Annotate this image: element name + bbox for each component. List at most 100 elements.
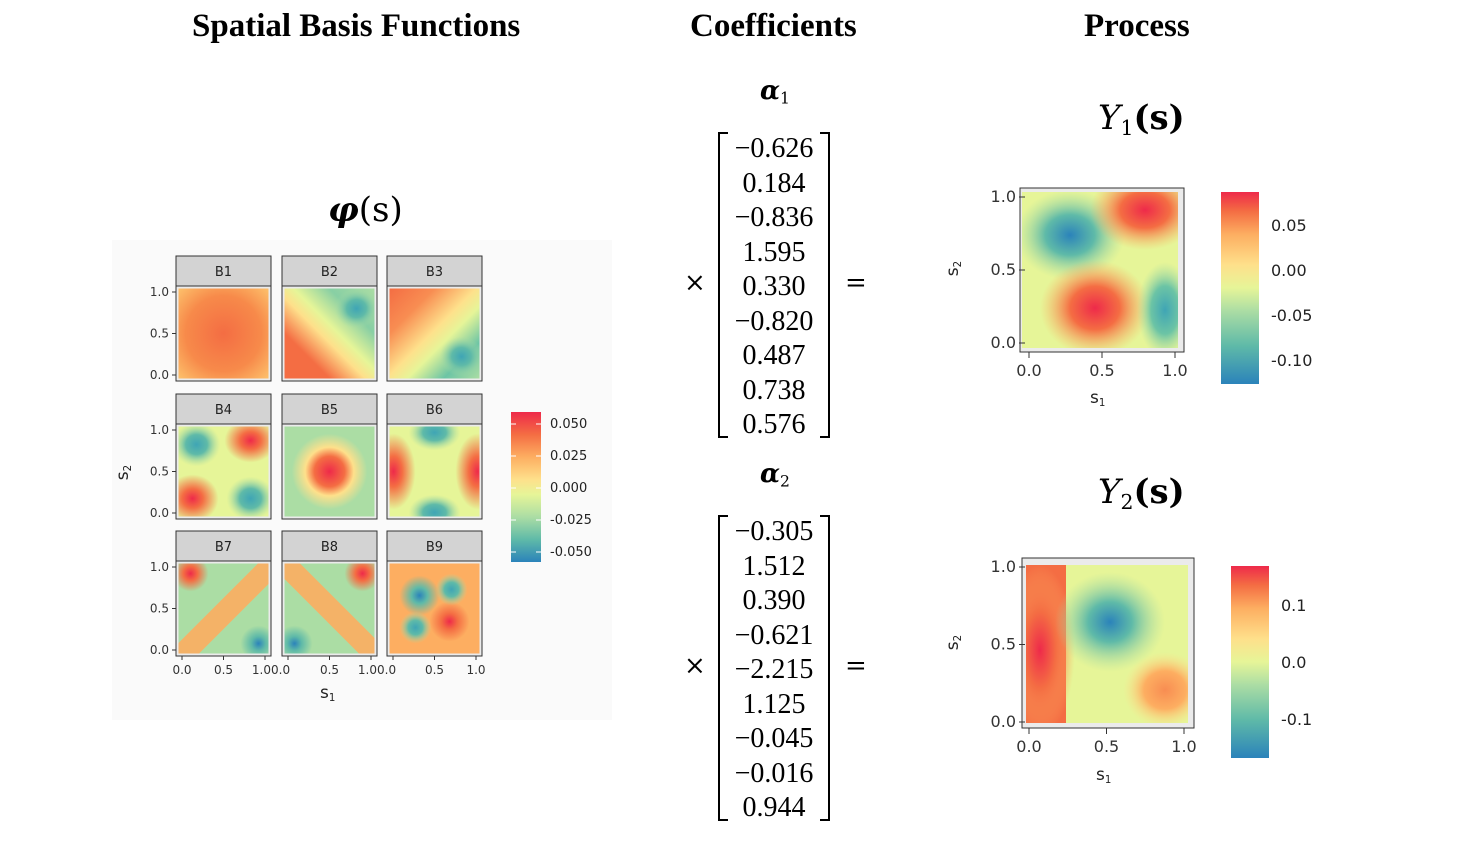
coefficient-value: 0.390 <box>742 585 806 616</box>
coefficient-value: 0.330 <box>742 271 806 302</box>
y-tick-label: 1.0 <box>150 423 169 437</box>
y2-ylabel: s2 <box>943 634 965 651</box>
x-tick-label: 0.0 <box>1016 361 1041 380</box>
facet-label: B3 <box>426 265 443 280</box>
legend-label: -0.1 <box>1281 710 1312 729</box>
x-tick-label: 0.5 <box>320 663 339 677</box>
basis-panel-b7: B7 <box>175 530 272 657</box>
basis-header: Spatial Basis Functions <box>192 8 521 44</box>
facet-surface <box>389 288 480 379</box>
coefficient-value: −0.305 <box>734 516 814 547</box>
x-tick-label: 1.00.0 <box>358 663 396 677</box>
y1-legend-bar <box>1221 192 1259 384</box>
facet-strip <box>386 393 483 425</box>
basis-xlabel: s1 <box>320 683 336 705</box>
basis-panel-b3: B3 <box>386 255 483 382</box>
facet-label: B7 <box>215 540 232 555</box>
basis-legend-bar <box>511 412 541 562</box>
y2-xlabel: s1 <box>1096 765 1112 787</box>
coefficient-value: 1.595 <box>742 236 806 268</box>
legend-label: -0.05 <box>1271 306 1312 325</box>
coefficient-value: 1.125 <box>742 688 806 720</box>
coefficient-value: −0.836 <box>734 202 814 233</box>
coefficient-value: 0.738 <box>742 374 806 406</box>
alpha2-label: α2 <box>760 459 790 491</box>
basis-panel-b5: B5 <box>281 393 378 520</box>
basis-panel-b6: B6 <box>386 393 483 520</box>
basis-panel-b2: B2 <box>281 255 378 382</box>
facet-label: B5 <box>321 403 338 418</box>
y2-caption: Y2(s) <box>1098 472 1185 515</box>
legend-label: -0.050 <box>550 545 592 560</box>
basis-panel-b9: B9 <box>386 530 483 657</box>
facet-surface <box>284 426 375 517</box>
coefficient-value: −2.215 <box>734 654 814 685</box>
y1-ylabel: s2 <box>943 260 965 277</box>
y2-process-plot: 0.00.00.50.51.01.0 0.10.0-0.1 <box>991 557 1312 758</box>
y-tick-label: 0.0 <box>150 643 169 657</box>
basis-panel-b1: B1 <box>175 255 272 382</box>
y1-caption: Y1(s) <box>1098 98 1185 141</box>
coefficient-value: −0.820 <box>734 305 814 337</box>
x-tick-label: 1.0 <box>1171 737 1196 756</box>
y-tick-label: 1.0 <box>150 285 169 299</box>
y-tick-label: 0.5 <box>150 327 169 341</box>
y-tick-label: 0.0 <box>150 506 169 520</box>
legend-label: 0.0 <box>1281 653 1306 672</box>
facet-surface <box>178 426 269 517</box>
equals-operator-1: = <box>845 268 867 298</box>
legend-label: 0.05 <box>1271 216 1307 235</box>
coefficient-value: 0.944 <box>742 792 806 823</box>
coefficient-value: 0.487 <box>742 340 806 371</box>
legend-label: 0.1 <box>1281 596 1306 615</box>
x-tick-label: 0.5 <box>1089 361 1114 380</box>
x-tick-label: 0.5 <box>1094 737 1119 756</box>
alpha2-vector: −0.305 1.512 0.390 −0.621 −2.215 1.125 −0.045−… <box>718 515 830 823</box>
legend-label: 0.050 <box>550 417 587 432</box>
alpha1-right-bracket <box>820 132 830 438</box>
facet-strip <box>281 393 378 425</box>
equals-operator-2: = <box>845 651 867 681</box>
coefficient-value: −0.016 <box>734 757 814 789</box>
basis-panel-b4: B4 <box>175 393 272 520</box>
x-tick-label: 0.0 <box>172 663 191 677</box>
y-tick-label: 1.0 <box>150 560 169 574</box>
alpha2-right-bracket <box>820 515 830 821</box>
coefficient-value: 0.184 <box>742 167 806 199</box>
alpha1-vector: −0.626 0.184 −0.836 1.595 0.330 −0.820 0.487 0.… <box>718 132 830 440</box>
facet-label: B1 <box>215 265 232 280</box>
facet-surface <box>178 288 269 379</box>
facet-label: B2 <box>321 265 338 280</box>
coefficient-value: −0.621 <box>734 619 814 651</box>
legend-label: -0.025 <box>550 513 592 528</box>
facet-strip <box>175 393 272 425</box>
facet-strip <box>175 255 272 287</box>
phi-caption: φ(s) <box>328 190 403 230</box>
y-tick-label: 0.5 <box>150 602 169 616</box>
facet-surface <box>284 288 375 379</box>
x-tick-label: 1.0 <box>1162 361 1187 380</box>
x-tick-label: 1.0 <box>466 663 485 677</box>
facet-label: B4 <box>215 403 232 418</box>
y-tick-label: 0.0 <box>991 712 1016 731</box>
facet-surface <box>284 563 375 654</box>
y-tick-label: 1.0 <box>991 187 1016 206</box>
y-tick-label: 0.5 <box>991 635 1016 654</box>
x-tick-label: 0.5 <box>425 663 444 677</box>
facet-surface <box>178 563 269 654</box>
coefficients-header: Coefficients <box>690 8 857 44</box>
facet-surface <box>389 426 480 517</box>
y-tick-label: 1.0 <box>991 557 1016 576</box>
facet-label: B9 <box>426 540 443 555</box>
x-tick-label: 1.00.0 <box>252 663 290 677</box>
coefficient-value: 0.576 <box>742 409 806 440</box>
y1-xlabel: s1 <box>1090 388 1106 410</box>
y-tick-label: 0.5 <box>991 260 1016 279</box>
facet-label: B6 <box>426 403 443 418</box>
x-tick-label: 0.0 <box>1016 737 1041 756</box>
facet-label: B8 <box>321 540 338 555</box>
facet-surface <box>389 563 480 654</box>
alpha1-left-bracket <box>718 132 728 438</box>
legend-label: 0.025 <box>550 449 587 464</box>
